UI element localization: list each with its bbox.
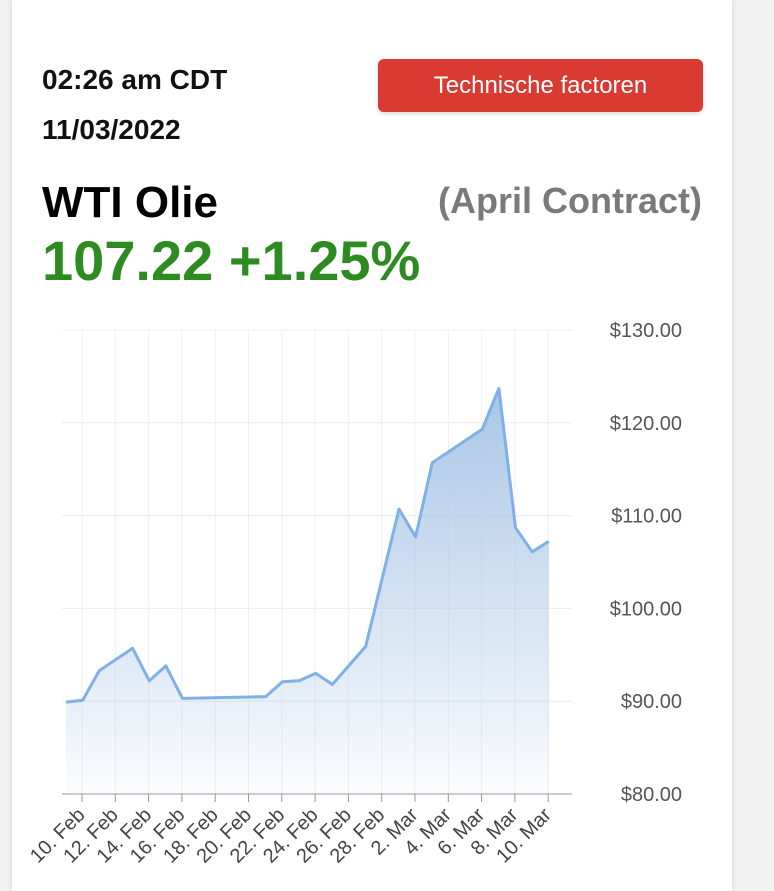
y-tick-label: $120.00 xyxy=(610,413,682,435)
price-chart: $130.00 $120.00 $110.00 $100.00 $90.00 $80.00… xyxy=(26,320,682,867)
instrument-name: WTI Olie xyxy=(42,178,218,227)
y-tick-label: $90.00 xyxy=(621,691,682,713)
y-tick-label: $110.00 xyxy=(611,506,682,528)
chart-area xyxy=(65,387,550,794)
quote-date: 11/03/2022 xyxy=(42,114,181,145)
price-area-fill xyxy=(66,388,549,794)
contract-label: (April Contract) xyxy=(438,180,702,221)
price-value: 107.22 xyxy=(42,229,214,292)
y-tick-label: $80.00 xyxy=(621,784,682,806)
price-line: 107.22 +1.25% xyxy=(42,228,420,293)
technical-factors-button[interactable]: Technische factoren xyxy=(378,59,703,112)
y-tick-label: $100.00 xyxy=(610,598,682,620)
y-tick-label: $130.00 xyxy=(610,320,682,342)
quote-time: 02:26 am CDT xyxy=(42,64,228,95)
price-change: +1.25% xyxy=(228,229,421,292)
